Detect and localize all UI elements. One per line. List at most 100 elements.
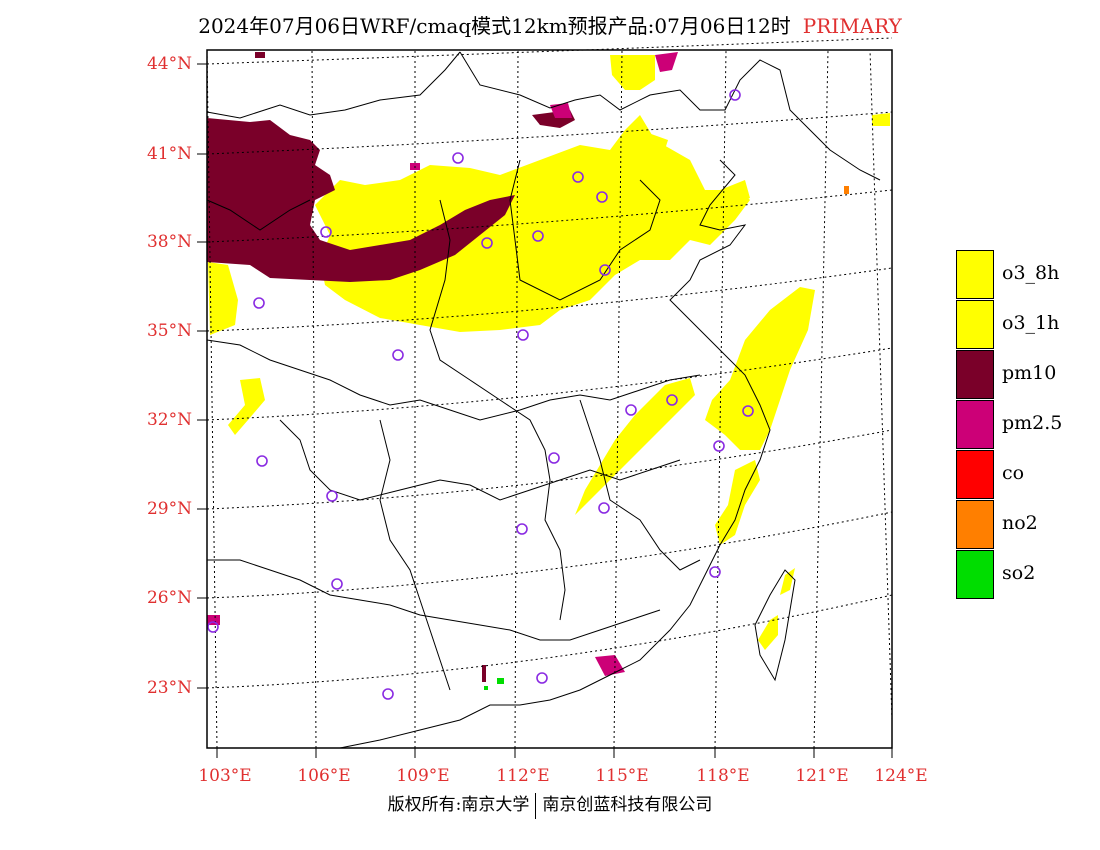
lat-label: 41°N xyxy=(146,144,192,164)
station-marker xyxy=(713,440,725,452)
lat-label: 38°N xyxy=(146,232,192,252)
station-marker xyxy=(452,152,464,164)
lon-label: 115°E xyxy=(595,766,649,786)
title-main: 2024年07月06日WRF/cmaq模式12km预报产品:07月06日12时 xyxy=(198,14,791,38)
footer-divider xyxy=(535,792,537,819)
legend-label: o3_1h xyxy=(1002,312,1060,334)
lat-label: 32°N xyxy=(146,410,192,430)
province-lines-5 xyxy=(509,159,661,301)
meridian-112 xyxy=(514,49,519,749)
lon-label: 121°E xyxy=(795,766,849,786)
legend-label: co xyxy=(1002,462,1025,484)
legend-item-o3-1h: o3_1h xyxy=(956,300,1096,350)
legend-item-pm25: pm2.5 xyxy=(956,400,1096,450)
legend-label: pm10 xyxy=(1002,362,1057,384)
station-markers xyxy=(207,89,754,700)
legend-swatch xyxy=(956,500,994,549)
taiwan-outline xyxy=(754,569,796,682)
lat-label: 23°N xyxy=(146,678,192,698)
o3-region-top xyxy=(610,55,655,90)
legend-item-co: co xyxy=(956,450,1096,500)
lat-label: 35°N xyxy=(146,321,192,341)
station-marker xyxy=(742,405,754,417)
lon-label: 103°E xyxy=(198,766,252,786)
o3-region-korea xyxy=(872,113,890,126)
o3-region-west xyxy=(208,262,238,335)
station-marker xyxy=(729,89,741,101)
station-marker xyxy=(596,191,608,203)
graticule xyxy=(206,37,893,749)
legend-item-so2: so2 xyxy=(956,550,1096,600)
o3-region-top2 xyxy=(640,130,668,165)
o3-region-south xyxy=(715,460,760,545)
station-marker xyxy=(666,394,678,406)
lon-label: 112°E xyxy=(496,766,550,786)
legend-label: so2 xyxy=(1002,562,1036,584)
province-lines-3 xyxy=(207,559,661,641)
copyright-footer: 版权所有:南京大学 南京创蓝科技有限公司 xyxy=(0,790,1100,819)
lat-label: 26°N xyxy=(146,588,192,608)
parallel-23 xyxy=(206,594,893,689)
legend-swatch xyxy=(956,400,994,449)
station-marker xyxy=(207,621,219,633)
station-marker xyxy=(625,404,637,416)
station-marker xyxy=(517,329,529,341)
meridian-124 xyxy=(869,49,893,721)
province-lines-7 xyxy=(579,399,701,571)
o3-region-taiwan xyxy=(758,615,778,650)
station-marker xyxy=(536,672,548,684)
tick-marks xyxy=(197,63,893,758)
lon-label: 106°E xyxy=(297,766,351,786)
station-marker xyxy=(598,502,610,514)
legend-swatch xyxy=(956,250,994,299)
province-lines-1 xyxy=(206,339,701,421)
parallel-38 xyxy=(206,189,893,243)
station-marker xyxy=(516,523,528,535)
station-marker xyxy=(382,688,394,700)
meridian-118 xyxy=(714,49,727,749)
pollutant-layer xyxy=(207,52,890,690)
legend-swatch xyxy=(956,300,994,349)
station-marker xyxy=(392,349,404,361)
o3-region-shandong xyxy=(720,180,750,205)
station-marker xyxy=(599,264,611,276)
so2-spot-2 xyxy=(484,686,488,690)
station-marker xyxy=(326,490,338,502)
o3-region-north xyxy=(315,115,750,332)
meridian-115 xyxy=(613,49,623,749)
national-border-north xyxy=(206,51,881,181)
parallel-26 xyxy=(206,511,893,599)
boundary-layer xyxy=(206,51,881,749)
o3-region-west2 xyxy=(228,378,265,435)
no2-spot xyxy=(844,186,849,194)
legend-label: pm2.5 xyxy=(1002,412,1063,434)
lon-label: 109°E xyxy=(396,766,450,786)
copyright-left: 版权所有:南京大学 xyxy=(387,795,530,815)
pm10-region-west xyxy=(207,118,515,282)
coastline-east xyxy=(339,159,771,749)
station-marker xyxy=(572,171,584,183)
parallel-41 xyxy=(206,111,893,155)
legend-item-no2: no2 xyxy=(956,500,1096,550)
legend-swatch xyxy=(956,450,994,499)
pm10-spot-top xyxy=(255,52,265,58)
station-marker xyxy=(320,226,332,238)
province-lines-6 xyxy=(379,419,451,691)
station-marker xyxy=(253,297,265,309)
o3-region-taiwan-n xyxy=(780,568,795,595)
legend-label: no2 xyxy=(1002,512,1038,534)
station-marker xyxy=(481,237,493,249)
lon-label: 124°E xyxy=(874,766,928,786)
legend-swatch xyxy=(956,550,994,599)
legend-item-pm10: pm10 xyxy=(956,350,1096,400)
station-marker xyxy=(256,455,268,467)
map-frame xyxy=(206,49,893,749)
meridian-121 xyxy=(813,49,829,749)
station-marker xyxy=(532,230,544,242)
meridian-106 xyxy=(311,49,317,749)
legend-swatch xyxy=(956,350,994,399)
station-marker xyxy=(548,452,560,464)
parallel-35 xyxy=(206,267,893,332)
title-tag: PRIMARY xyxy=(802,14,902,38)
